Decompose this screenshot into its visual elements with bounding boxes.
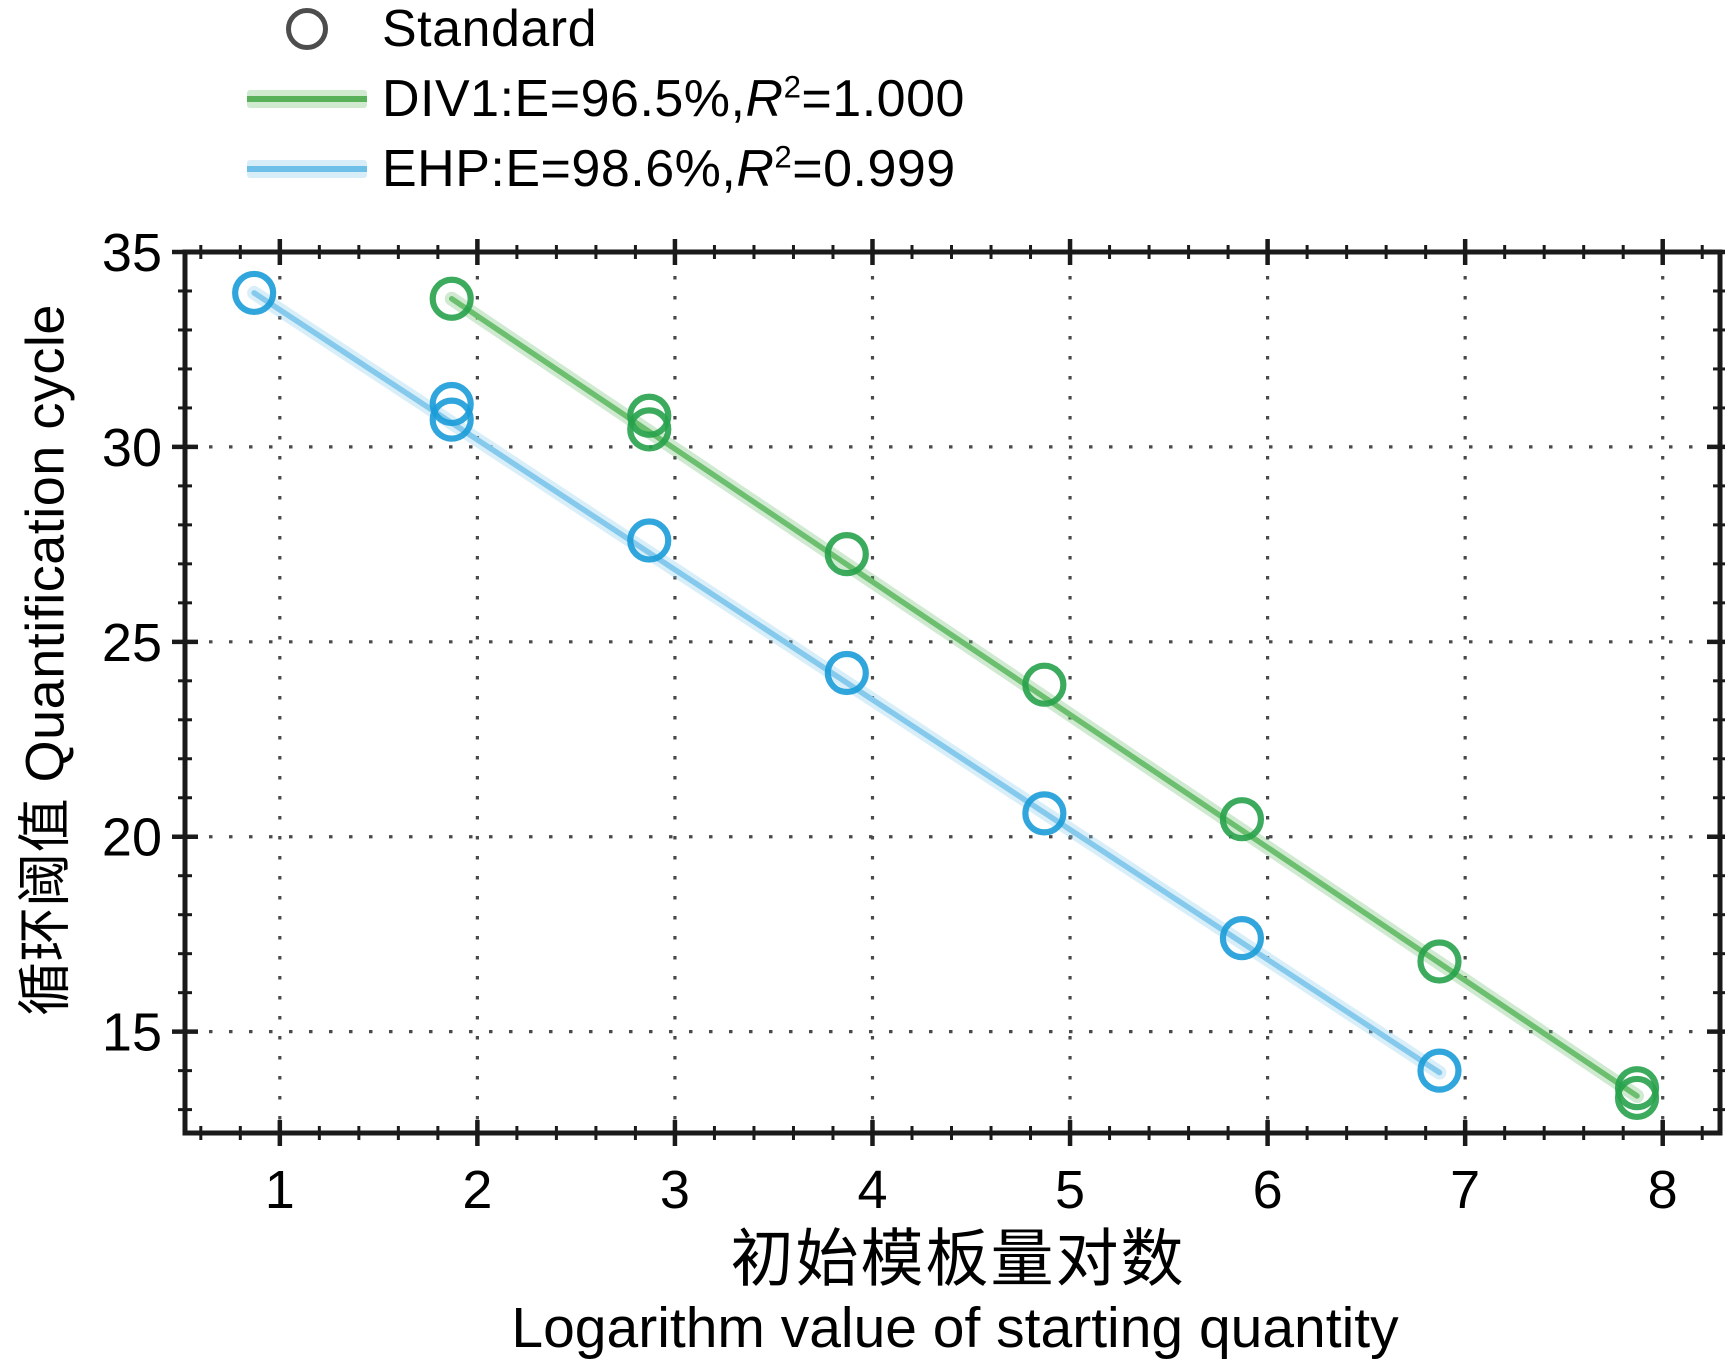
legend-div1-r-symbol: R	[745, 70, 784, 128]
x-tick-label: 1	[265, 1160, 295, 1220]
y-axis-label: 循环阈值 Quantification cycle	[15, 304, 76, 1016]
legend-ehp-r-sup: 2	[774, 139, 793, 175]
x-tick-label: 7	[1450, 1160, 1480, 1220]
x-tick-label: 5	[1055, 1160, 1085, 1220]
x-tick-label: 2	[462, 1160, 492, 1220]
legend-ehp-suffix: =0.999	[792, 140, 956, 198]
data-point-div1	[627, 407, 672, 452]
legend-item-ehp: EHP:E=98.6%,R2=0.999	[244, 134, 965, 204]
green-line-icon	[247, 90, 367, 108]
legend-label-div1: DIV1:E=96.5%,R2=1.000	[382, 69, 965, 129]
data-point-ehp	[1022, 791, 1067, 836]
x-tick-label: 3	[660, 1160, 690, 1220]
y-tick-label: 30	[102, 418, 162, 478]
legend-label-ehp: EHP:E=98.6%,R2=0.999	[382, 139, 956, 199]
legend-ehp-r-symbol: R	[736, 140, 775, 198]
legend-item-div1: DIV1:E=96.5%,R2=1.000	[244, 64, 965, 134]
x-axis-label-english: Logarithm value of starting quantity	[511, 1296, 1399, 1360]
y-tick-label: 20	[102, 808, 162, 868]
div1-line-swatch	[244, 90, 370, 108]
legend-ehp-prefix: EHP:E=98.6%,	[382, 140, 737, 198]
legend-label-standard: Standard	[382, 0, 598, 58]
data-point-ehp	[1417, 1048, 1462, 1093]
data-point-ehp	[232, 270, 277, 316]
legend-item-standard: Standard	[244, 0, 965, 64]
data-point-ehp	[429, 381, 474, 427]
data-point-div1	[824, 532, 869, 577]
data-point-div1	[1417, 939, 1462, 984]
data-point-div1	[429, 276, 474, 321]
open-circle-icon	[286, 8, 328, 50]
standard-circle-marker-icon	[244, 8, 370, 50]
legend-div1-suffix: =1.000	[801, 70, 965, 128]
y-tick-label: 25	[102, 613, 162, 673]
x-axis-label-chinese: 初始模板量对数	[730, 1224, 1186, 1295]
x-tick-label: 4	[857, 1160, 887, 1220]
x-tick-label: 6	[1253, 1160, 1283, 1220]
data-point-ehp	[1219, 915, 1265, 961]
y-tick-label: 35	[102, 223, 162, 283]
data-point-ehp	[429, 397, 474, 442]
legend-div1-r-sup: 2	[783, 69, 802, 105]
x-tick-label: 8	[1648, 1160, 1678, 1220]
data-point-div1	[1219, 797, 1265, 842]
data-point-div1	[1614, 1075, 1660, 1121]
legend: Standard DIV1:E=96.5%,R2=1.000 EHP:E=98.…	[244, 0, 965, 204]
data-point-div1	[627, 393, 672, 438]
data-point-ehp	[627, 518, 672, 563]
data-point-ehp	[824, 650, 869, 696]
data-point-div1	[1022, 662, 1067, 707]
legend-div1-prefix: DIV1:E=96.5%,	[382, 70, 746, 128]
blue-line-icon	[247, 160, 367, 178]
y-tick-label: 15	[102, 1003, 162, 1063]
ehp-line-swatch	[244, 160, 370, 178]
